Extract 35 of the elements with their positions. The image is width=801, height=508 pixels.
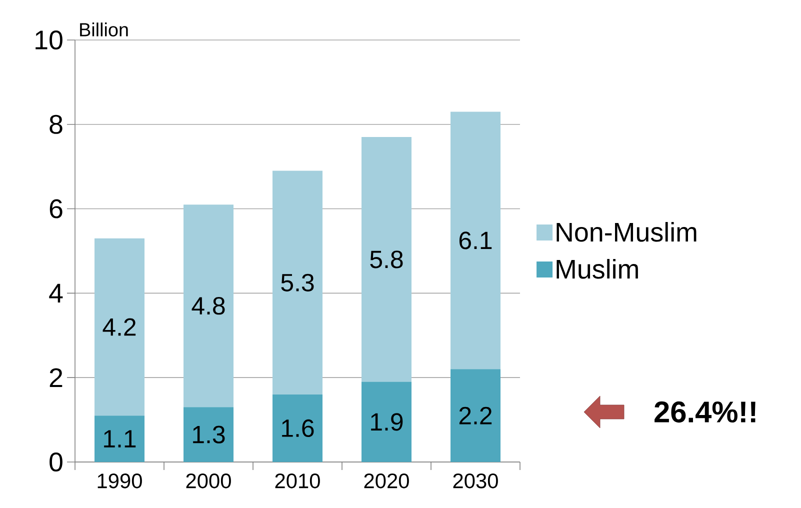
y-axis-title: Billion xyxy=(80,22,128,36)
data-label: 1.6 xyxy=(282,419,314,438)
y-tick-label: 6 xyxy=(50,199,62,218)
bar xyxy=(94,416,145,462)
bar xyxy=(450,369,501,462)
y-tick-label: 4 xyxy=(49,284,63,302)
data-label: 6.1 xyxy=(459,232,492,250)
x-tick-label: 2020 xyxy=(364,474,409,488)
x-tick-label: 2000 xyxy=(186,474,231,488)
data-label: 4.8 xyxy=(192,297,225,315)
legend-label: Non-Muslim xyxy=(556,222,696,242)
x-tick-label: 2010 xyxy=(275,474,320,488)
bar xyxy=(184,204,234,408)
data-label: 5.8 xyxy=(370,250,403,268)
data-label: 2.2 xyxy=(459,406,492,424)
y-tick-label: 2 xyxy=(50,368,62,387)
text: 26.4%!! xyxy=(654,401,756,423)
bar xyxy=(184,407,234,462)
bar xyxy=(362,137,412,382)
y-tick-label: 8 xyxy=(50,114,62,134)
x-tick-label: 1990 xyxy=(98,474,142,488)
bar xyxy=(272,170,323,394)
y-tick-label: 0 xyxy=(50,452,62,472)
bar xyxy=(450,112,501,370)
data-label: 1.1 xyxy=(104,430,136,448)
data-label: 5.3 xyxy=(281,274,314,292)
bar xyxy=(94,238,145,416)
bar xyxy=(362,382,412,462)
data-label: 1.3 xyxy=(193,426,225,444)
x-tick-label: 2030 xyxy=(453,474,498,488)
data-label: 1.9 xyxy=(371,413,403,431)
legend-label: Muslim xyxy=(556,258,638,279)
bar xyxy=(272,394,323,462)
y-tick-label: 10 xyxy=(36,30,62,50)
data-label: 4.2 xyxy=(102,318,136,336)
